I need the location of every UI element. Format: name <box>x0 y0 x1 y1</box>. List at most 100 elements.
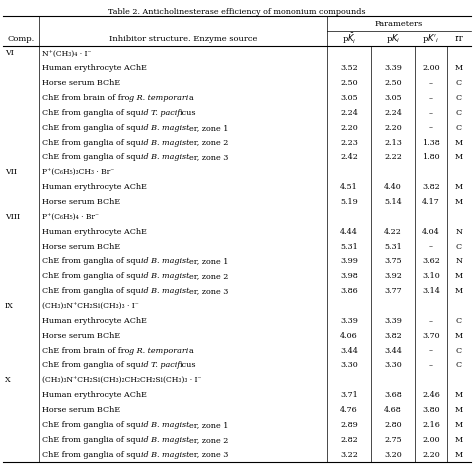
Text: Horse serum BChE: Horse serum BChE <box>42 243 120 251</box>
Text: er, zone 3: er, zone 3 <box>189 287 228 295</box>
Text: 3.62: 3.62 <box>422 258 440 266</box>
Text: –: – <box>429 79 433 87</box>
Text: 2.24: 2.24 <box>340 109 358 117</box>
Text: IT: IT <box>455 35 464 43</box>
Text: 3.39: 3.39 <box>384 317 402 325</box>
Text: M: M <box>455 436 463 444</box>
Text: 4.22: 4.22 <box>384 228 402 236</box>
Text: er, zone 2: er, zone 2 <box>189 139 228 146</box>
Text: –: – <box>429 94 433 102</box>
Text: 3.20: 3.20 <box>384 451 402 458</box>
Text: 5.19: 5.19 <box>340 198 358 206</box>
Text: 4.44: 4.44 <box>340 228 358 236</box>
Text: 2.20: 2.20 <box>422 451 440 458</box>
Text: –: – <box>429 346 433 355</box>
Text: 2.20: 2.20 <box>340 124 358 132</box>
Text: 3.44: 3.44 <box>340 346 358 355</box>
Text: ChE from ganglia of squ: ChE from ganglia of squ <box>42 421 141 429</box>
Text: 2.20: 2.20 <box>384 124 402 132</box>
Text: p$K'_i$: p$K'_i$ <box>422 33 439 46</box>
Text: C: C <box>456 317 462 325</box>
Text: VII: VII <box>5 168 17 176</box>
Text: M: M <box>455 391 463 399</box>
Text: C: C <box>456 124 462 132</box>
Text: 4.04: 4.04 <box>422 228 440 236</box>
Text: er, zone 2: er, zone 2 <box>189 272 228 280</box>
Text: 2.75: 2.75 <box>384 436 402 444</box>
Text: Horse serum BChE: Horse serum BChE <box>42 79 120 87</box>
Text: –: – <box>429 317 433 325</box>
Text: VI: VI <box>5 49 14 58</box>
Text: 2.00: 2.00 <box>422 64 440 72</box>
Text: 3.80: 3.80 <box>422 406 440 414</box>
Text: id B. magist: id B. magist <box>141 139 189 146</box>
Text: 2.13: 2.13 <box>384 139 402 146</box>
Text: id B. magist: id B. magist <box>141 436 189 444</box>
Text: id B. magist: id B. magist <box>141 124 189 132</box>
Text: C: C <box>456 243 462 251</box>
Text: 3.82: 3.82 <box>384 332 402 340</box>
Text: 3.71: 3.71 <box>340 391 358 399</box>
Text: ChE from ganglia of squ: ChE from ganglia of squ <box>42 258 141 266</box>
Text: Inhibitor structure. Enzyme source: Inhibitor structure. Enzyme source <box>109 35 257 43</box>
Text: 3.68: 3.68 <box>384 391 402 399</box>
Text: N: N <box>456 258 463 266</box>
Text: 5.31: 5.31 <box>340 243 358 251</box>
Text: er, zone 2: er, zone 2 <box>189 436 228 444</box>
Text: er, zone 1: er, zone 1 <box>189 258 228 266</box>
Text: 3.70: 3.70 <box>422 332 440 340</box>
Text: ChE from ganglia of squ: ChE from ganglia of squ <box>42 361 141 369</box>
Text: ChE from ganglia of squ: ChE from ganglia of squ <box>42 436 141 444</box>
Text: ChE from ganglia of squ: ChE from ganglia of squ <box>42 287 141 295</box>
Text: 3.05: 3.05 <box>384 94 402 102</box>
Text: 3.82: 3.82 <box>422 183 440 191</box>
Text: Horse serum BChE: Horse serum BChE <box>42 406 120 414</box>
Text: IX: IX <box>5 302 14 310</box>
Text: 4.51: 4.51 <box>340 183 358 191</box>
Text: 3.44: 3.44 <box>384 346 402 355</box>
Text: M: M <box>455 139 463 146</box>
Text: id B. magist: id B. magist <box>141 272 189 280</box>
Text: 2.80: 2.80 <box>384 421 402 429</box>
Text: ChE from ganglia of squ: ChE from ganglia of squ <box>42 124 141 132</box>
Text: M: M <box>455 153 463 161</box>
Text: C: C <box>456 109 462 117</box>
Text: Human erythrocyte AChE: Human erythrocyte AChE <box>42 317 147 325</box>
Text: Parameters: Parameters <box>375 20 423 28</box>
Text: g R. temporari: g R. temporari <box>129 346 189 355</box>
Text: ChE from brain of fro: ChE from brain of fro <box>42 94 129 102</box>
Text: –: – <box>429 361 433 369</box>
Text: 3.77: 3.77 <box>384 287 402 295</box>
Text: C: C <box>456 346 462 355</box>
Text: –: – <box>429 243 433 251</box>
Text: 3.22: 3.22 <box>340 451 358 458</box>
Text: M: M <box>455 198 463 206</box>
Text: M: M <box>455 451 463 458</box>
Text: icus: icus <box>180 109 197 117</box>
Text: ChE from ganglia of squ: ChE from ganglia of squ <box>42 451 141 458</box>
Text: 3.05: 3.05 <box>340 94 358 102</box>
Text: 3.30: 3.30 <box>340 361 358 369</box>
Text: 2.46: 2.46 <box>422 391 440 399</box>
Text: er, zone 3: er, zone 3 <box>189 153 228 161</box>
Text: 4.40: 4.40 <box>384 183 402 191</box>
Text: –: – <box>429 109 433 117</box>
Text: 4.06: 4.06 <box>340 332 358 340</box>
Text: N: N <box>456 228 463 236</box>
Text: 3.92: 3.92 <box>384 272 402 280</box>
Text: P⁺(C₆H₅)₄ · Br⁻: P⁺(C₆H₅)₄ · Br⁻ <box>42 213 99 221</box>
Text: 3.30: 3.30 <box>384 361 402 369</box>
Text: Human erythrocyte AChE: Human erythrocyte AChE <box>42 228 147 236</box>
Text: M: M <box>455 183 463 191</box>
Text: 1.80: 1.80 <box>422 153 440 161</box>
Text: M: M <box>455 332 463 340</box>
Text: Human erythrocyte AChE: Human erythrocyte AChE <box>42 183 147 191</box>
Text: 3.75: 3.75 <box>384 258 402 266</box>
Text: 2.22: 2.22 <box>384 153 402 161</box>
Text: ChE from brain of fro: ChE from brain of fro <box>42 346 129 355</box>
Text: er, zone 1: er, zone 1 <box>189 421 228 429</box>
Text: 2.23: 2.23 <box>340 139 358 146</box>
Text: VIII: VIII <box>5 213 20 221</box>
Text: g R. temporari: g R. temporari <box>129 94 189 102</box>
Text: 3.14: 3.14 <box>422 287 440 295</box>
